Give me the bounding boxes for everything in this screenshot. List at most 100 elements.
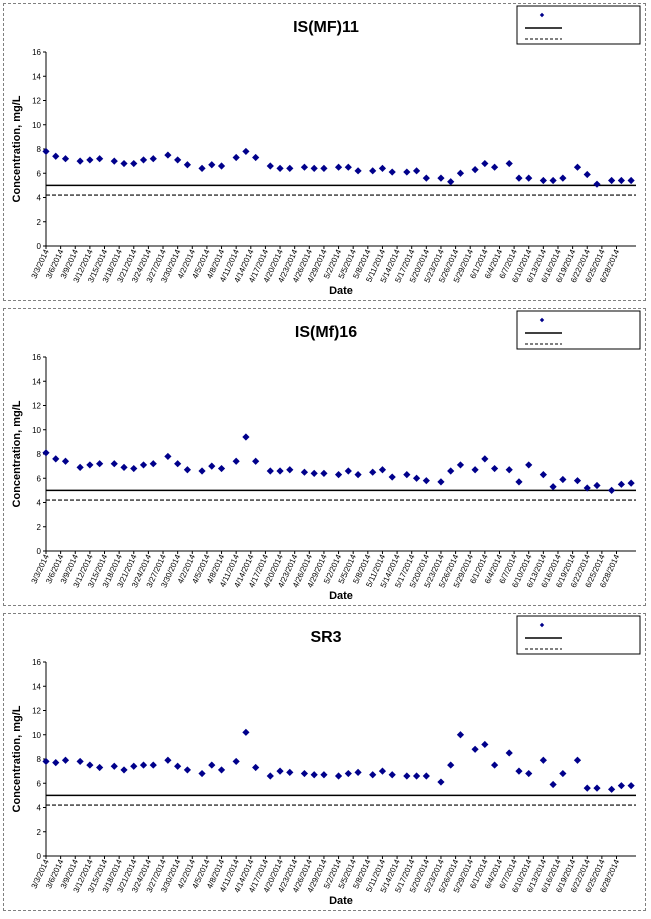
data-point <box>369 771 377 779</box>
data-point <box>310 771 318 779</box>
data-point <box>539 756 547 764</box>
data-point <box>252 763 260 772</box>
data-point <box>266 467 274 475</box>
data-point <box>456 461 465 469</box>
data-point <box>490 163 499 171</box>
data-point <box>130 464 138 473</box>
legend-box <box>516 615 641 655</box>
data-point <box>52 455 60 463</box>
y-tick-label: 0 <box>37 852 42 861</box>
y-tick-label: 8 <box>37 450 42 459</box>
legend-marker-diamond <box>539 12 545 18</box>
data-point <box>310 164 318 172</box>
data-point <box>232 153 240 162</box>
data-point <box>183 466 192 474</box>
data-point <box>276 767 284 775</box>
y-tick-label: 14 <box>32 377 41 386</box>
y-tick-label: 8 <box>37 755 42 764</box>
y-tick-label: 2 <box>37 828 42 837</box>
y-tick-label: 4 <box>37 499 42 508</box>
chart-svg: IS(Mf)1602468101214163/3/20143/6/20143/9… <box>11 310 641 602</box>
data-point <box>388 473 396 481</box>
data-point <box>573 756 582 764</box>
data-point <box>388 168 396 176</box>
data-point <box>627 479 635 487</box>
chart-title: SR3 <box>310 629 341 646</box>
chart-panel-is-mf-11: IS(MF)11 0 2 4 6 8 10 12 14 16 3/3/2014 3/6/2014 3/9… <box>3 3 646 301</box>
y-tick-label: 16 <box>32 48 41 57</box>
data-point <box>252 457 260 465</box>
chart-panel-is-mf-16: IS(Mf)16 0 2 4 6 8 10 12 14 16 3/3/2014 3/6/2014 3/9… <box>3 308 646 606</box>
y-tick-label: 12 <box>32 707 41 716</box>
data-point <box>378 767 387 775</box>
data-point <box>573 163 582 171</box>
data-point <box>334 163 343 171</box>
data-point <box>334 772 343 780</box>
legend-marker-diamond <box>539 622 545 628</box>
data-point <box>525 174 533 182</box>
data-point <box>583 484 591 492</box>
chart-svg: SR302468101214163/3/20143/6/20143/9/2014… <box>11 615 641 907</box>
data-point <box>422 174 430 182</box>
data-point <box>174 460 182 468</box>
data-point <box>310 469 318 477</box>
data-point <box>559 475 567 484</box>
data-point <box>232 757 240 766</box>
data-point <box>344 163 352 171</box>
data-point <box>593 180 601 188</box>
legend-marker-diamond <box>539 317 545 323</box>
data-point <box>96 460 104 468</box>
y-tick-label: 6 <box>37 474 42 483</box>
data-point <box>583 784 591 792</box>
data-point <box>447 761 455 769</box>
y-tick-label: 0 <box>37 242 42 251</box>
data-point <box>608 785 616 793</box>
data-point <box>208 161 216 169</box>
data-point <box>378 466 387 474</box>
y-tick-label: 12 <box>32 402 41 411</box>
data-point <box>583 170 591 179</box>
data-point <box>505 159 513 168</box>
data-point <box>617 782 625 790</box>
data-point <box>617 480 625 488</box>
data-point <box>61 155 70 163</box>
data-point <box>174 762 182 770</box>
data-point <box>403 772 411 780</box>
chart-panel-sr3: SR3 0 2 4 6 8 10 12 14 16 3/3/2014 3/6/2014 3/9/2014… <box>3 613 646 911</box>
data-point <box>549 483 557 491</box>
chart-title: IS(MF)11 <box>293 19 359 36</box>
legend-box <box>516 5 641 45</box>
data-point <box>130 159 138 168</box>
data-point <box>76 757 84 766</box>
y-tick-label: 8 <box>37 145 42 154</box>
data-point <box>149 460 157 468</box>
data-point <box>608 176 616 185</box>
data-point <box>403 471 411 479</box>
y-axis-label: Concentration, mg/L <box>11 705 23 812</box>
data-point <box>627 782 635 790</box>
data-point <box>42 449 50 457</box>
data-point <box>447 467 455 475</box>
x-axis-label: Date <box>329 590 353 602</box>
data-point <box>110 157 118 165</box>
data-point <box>481 455 489 463</box>
data-point <box>559 174 567 182</box>
data-point <box>76 463 84 471</box>
data-point <box>549 780 557 789</box>
data-point <box>471 166 479 174</box>
data-point <box>515 767 523 775</box>
y-tick-label: 0 <box>37 547 42 556</box>
chart-title: IS(Mf)16 <box>295 324 357 341</box>
y-tick-label: 10 <box>32 121 41 130</box>
data-point <box>242 728 250 736</box>
y-tick-label: 4 <box>37 804 42 813</box>
y-tick-label: 16 <box>32 658 41 667</box>
data-point <box>130 762 138 770</box>
data-point <box>217 464 226 473</box>
data-point <box>471 466 479 474</box>
data-point <box>149 155 157 163</box>
data-point <box>354 167 362 175</box>
data-point <box>198 769 206 778</box>
data-point <box>456 731 465 739</box>
data-point <box>183 766 192 774</box>
